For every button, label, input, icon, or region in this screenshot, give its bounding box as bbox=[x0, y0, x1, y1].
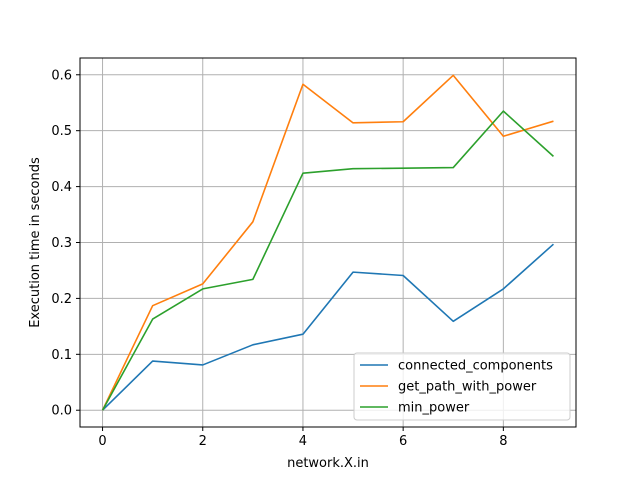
x-tick-label: 8 bbox=[499, 434, 507, 449]
y-tick-label: 0.6 bbox=[51, 68, 72, 83]
y-tick-label: 0.2 bbox=[51, 292, 72, 307]
y-tick-label: 0.5 bbox=[51, 124, 72, 139]
y-tick-label: 0.4 bbox=[51, 180, 72, 195]
y-tick-label: 0.3 bbox=[51, 236, 72, 251]
x-tick-label: 6 bbox=[399, 434, 407, 449]
legend-box bbox=[353, 352, 571, 421]
series-lines bbox=[101, 74, 554, 411]
x-axis: 0 2 4 6 8 bbox=[98, 427, 507, 449]
y-tick-label: 0.0 bbox=[51, 404, 72, 419]
y-tick-label: 0.1 bbox=[51, 348, 72, 363]
series-line-connected-components bbox=[101, 243, 554, 411]
x-axis-title: network.X.in bbox=[287, 456, 369, 471]
legend-label: min_power bbox=[398, 401, 470, 416]
x-tick-label: 0 bbox=[98, 434, 106, 449]
legend: connected_components get_path_with_powerm… bbox=[353, 352, 571, 421]
series-line-min-power bbox=[101, 110, 554, 411]
x-tick-label: 2 bbox=[199, 434, 207, 449]
series-line-get-path-with-power bbox=[101, 74, 554, 411]
legend-label: connected_components bbox=[398, 359, 553, 374]
x-tick-label: 4 bbox=[299, 434, 307, 449]
y-axis: 0.0 0.1 0.2 0.3 0.4 0.5 0.6 bbox=[51, 68, 80, 419]
grid-lines bbox=[80, 58, 576, 427]
legend-label: get_path_with_power bbox=[398, 380, 537, 395]
y-axis-title: Execution time in seconds bbox=[28, 157, 43, 328]
